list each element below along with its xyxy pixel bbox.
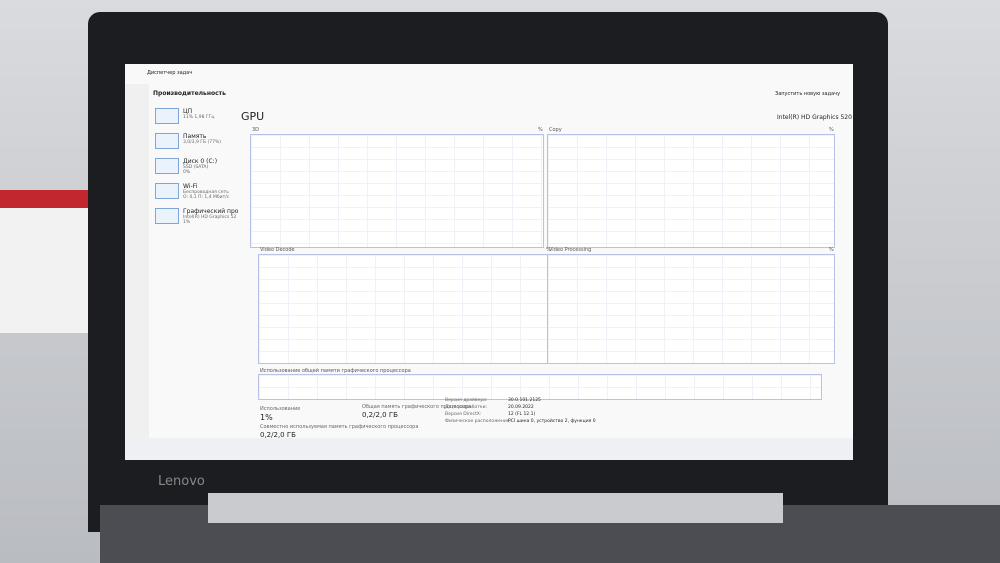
detail-key: Версия DirectX: xyxy=(445,412,482,417)
section-title: Производительность xyxy=(153,90,226,97)
memory-graph-label: Использование общей памяти графического … xyxy=(260,368,411,374)
graph-area xyxy=(547,134,835,248)
graph-max: % xyxy=(829,247,834,253)
sidebar-extra: 1% xyxy=(183,220,191,225)
graph-max: % xyxy=(546,247,551,253)
sidebar-thumb xyxy=(155,183,179,199)
hinge xyxy=(208,493,783,523)
detail-value: PCI шина 0, устройство 2, функция 0 xyxy=(508,419,596,424)
screen: Диспетчер задач Производительность Запус… xyxy=(125,64,853,460)
sidebar-name: Wi-Fi xyxy=(183,183,198,190)
graph-label: Copy xyxy=(549,127,562,133)
window-title: Диспетчер задач xyxy=(147,70,193,76)
usage-value: 1% xyxy=(260,413,273,422)
graph-max: % xyxy=(538,127,543,133)
sidebar-detail: Беспроводная сеть xyxy=(183,190,229,195)
shared-value: 0,2/2,0 ГБ xyxy=(362,411,398,419)
sidebar-detail: 3,0/3,9 ГБ (77%) xyxy=(183,140,222,145)
graph-area xyxy=(258,254,552,364)
sidebar-thumb xyxy=(155,133,179,149)
sidebar-thumb xyxy=(155,208,179,224)
graph-label: Video Processing xyxy=(549,247,592,253)
gpu-model: Intel(R) HD Graphics 520 xyxy=(777,114,852,121)
sidebar-name: ЦП xyxy=(183,108,193,115)
sidebar-name: Графический про xyxy=(183,208,239,215)
sidebar-name: Диск 0 (C:) xyxy=(183,158,218,165)
sidebar-thumb xyxy=(155,158,179,174)
shared2-label: Совместно используемая память графическо… xyxy=(260,424,419,430)
shared-label: Общая память графического процессора xyxy=(362,404,472,410)
brand: Lenovo xyxy=(158,474,205,489)
detail-key: Дата разработки: xyxy=(445,405,488,410)
shared2-value: 0,2/2,0 ГБ xyxy=(260,431,296,439)
usage-label: Использование xyxy=(260,406,301,412)
sidebar-detail: Intel(R) HD Graphics 52 xyxy=(183,215,237,220)
graph-area xyxy=(547,254,835,364)
detail-value: 30.0.101.2125 xyxy=(508,398,541,403)
detail-value: 20.09.2022 xyxy=(508,405,534,410)
detail-value: 12 (FL 12.1) xyxy=(508,412,536,417)
sidebar-icons xyxy=(125,84,149,444)
sidebar-name: Память xyxy=(183,133,207,140)
sidebar-detail: SSD (SATA) xyxy=(183,165,209,170)
sidebar-extra: 0% xyxy=(183,170,191,175)
sidebar-thumb xyxy=(155,108,179,124)
new-task-button[interactable]: Запустить новую задачу xyxy=(775,91,841,97)
detail-key: Версия драйвера: xyxy=(445,398,488,403)
detail-key: Физическое расположение: xyxy=(445,419,512,424)
sidebar-extra: О: 0,1 П: 1,4 Мбит/с xyxy=(183,195,230,200)
taskbar xyxy=(125,438,853,460)
gpu-title: GPU xyxy=(241,110,265,123)
memory-graph xyxy=(258,374,822,400)
graph-max: % xyxy=(829,127,834,133)
graph-area xyxy=(250,134,544,248)
graph-label: Video Decode xyxy=(260,247,295,253)
graph-label: 3D xyxy=(252,127,260,133)
sidebar-detail: 11% 1,98 ГГц xyxy=(183,115,215,120)
